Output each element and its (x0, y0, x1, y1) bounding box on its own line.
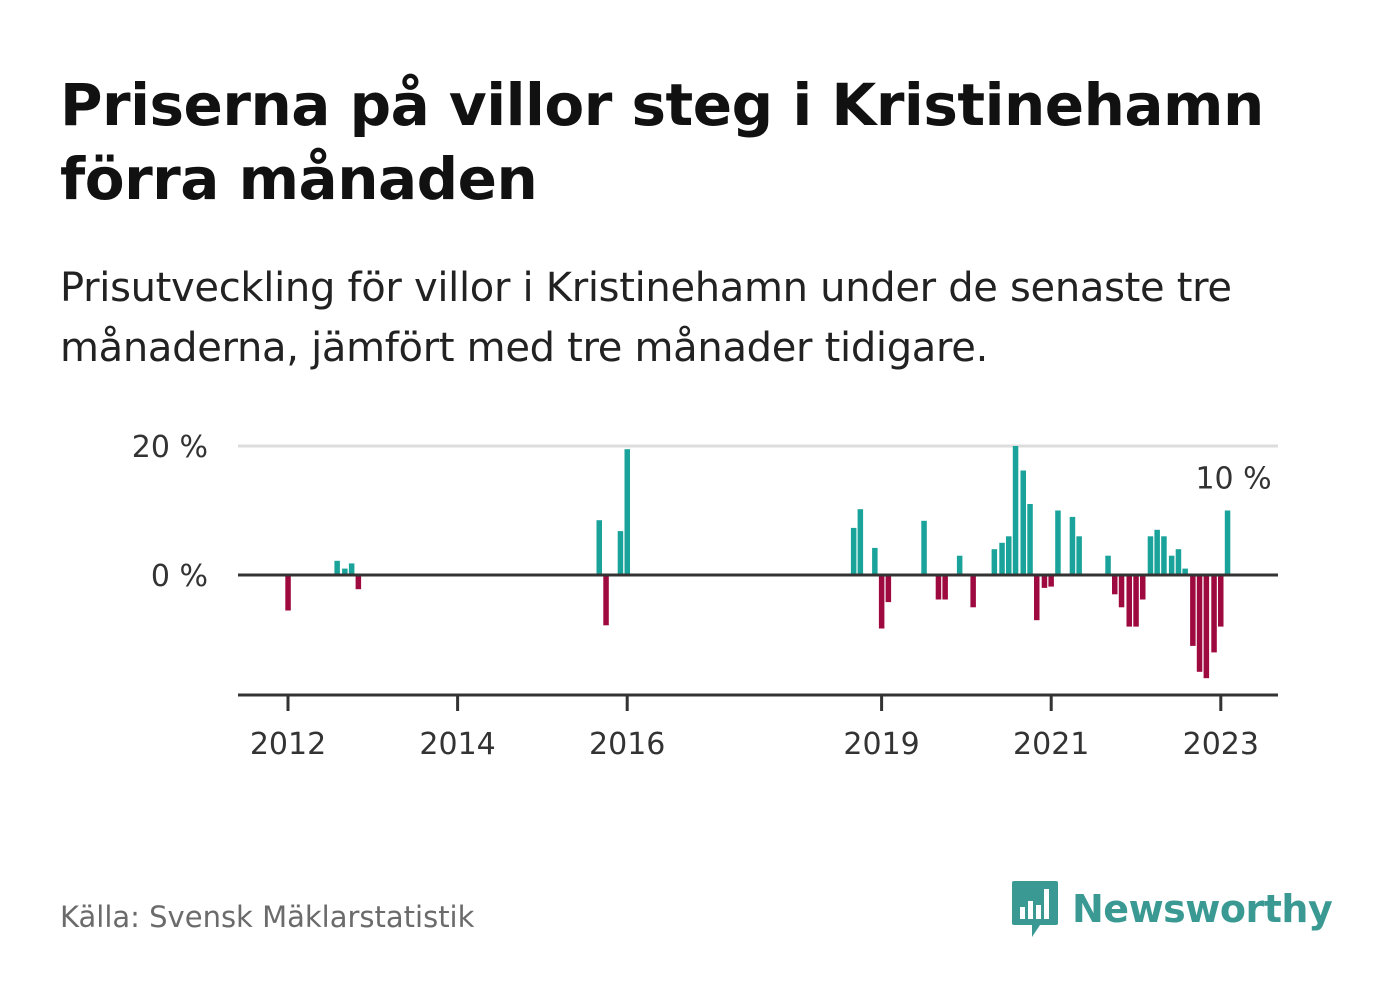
chart-title: Priserna på villor steg i Kristinehamn f… (60, 71, 1264, 213)
bar (1055, 510, 1061, 575)
bar (942, 575, 948, 600)
bar (1211, 575, 1217, 653)
bar (348, 563, 355, 575)
bar (1112, 575, 1118, 595)
bar (334, 560, 340, 575)
x-tick-label: 2016 (589, 727, 665, 762)
bar (617, 531, 624, 575)
bar (1034, 575, 1040, 621)
bar (603, 575, 609, 626)
newsworthy-logo-icon (1012, 881, 1058, 937)
bar-chart: 20 % 0 % 2012 2014 2016 2019 2021 2023 10 % (132, 430, 1278, 762)
bar (342, 568, 348, 575)
x-tick-label: 2023 (1183, 727, 1259, 762)
bar (1006, 536, 1012, 575)
bar (1048, 575, 1054, 587)
source-note: Källa: Svensk Mäklarstatistik (60, 900, 475, 934)
x-tick-label: 2014 (419, 727, 495, 762)
bar (956, 555, 963, 575)
bar (285, 575, 291, 611)
bar (991, 549, 998, 575)
bar (355, 575, 362, 590)
bar (1069, 516, 1076, 575)
bar (596, 520, 602, 575)
bar (935, 575, 942, 600)
bars-layer (285, 446, 1231, 679)
bar (1027, 504, 1033, 575)
y-tick-label: 20 % (132, 430, 208, 465)
bar (1161, 536, 1167, 575)
bar (872, 547, 878, 575)
axis-layer (238, 573, 1278, 711)
chart-subtitle: Prisutveckling för villor i Kristinehamn… (60, 265, 1232, 371)
bar (1140, 575, 1146, 600)
label-layer: 20 % 0 % 2012 2014 2016 2019 2021 2023 10 % (132, 430, 1272, 762)
y-tick-label: 0 % (151, 559, 208, 594)
bar (624, 449, 630, 575)
brand-logo[interactable]: Newsworthy (1010, 878, 1333, 940)
bar (1203, 575, 1210, 679)
brand-name: Newsworthy (1072, 887, 1333, 931)
bar (999, 542, 1005, 576)
bar (970, 575, 976, 608)
bar (1105, 555, 1111, 575)
bar (1224, 510, 1231, 575)
bar (1154, 529, 1160, 575)
x-tick-label: 2012 (250, 727, 326, 762)
bar (1218, 575, 1224, 627)
bar (1118, 575, 1125, 608)
bar (1020, 470, 1026, 575)
bar (1012, 446, 1019, 575)
last-value-annotation: 10 % (1195, 462, 1271, 497)
bar (850, 527, 857, 575)
bar (857, 509, 864, 575)
bar (1133, 575, 1139, 627)
bar (1175, 549, 1182, 575)
bar (1196, 575, 1203, 672)
bar (1147, 536, 1154, 575)
bar (1190, 575, 1196, 646)
bar (1168, 555, 1175, 575)
bar (885, 575, 892, 603)
bar (1126, 575, 1132, 627)
bar (878, 575, 885, 629)
x-tick-label: 2021 (1013, 727, 1089, 762)
x-tick-label: 2019 (843, 727, 919, 762)
bar (1041, 575, 1048, 588)
bar (1182, 568, 1188, 575)
bar (921, 520, 927, 575)
bar (1076, 536, 1082, 575)
